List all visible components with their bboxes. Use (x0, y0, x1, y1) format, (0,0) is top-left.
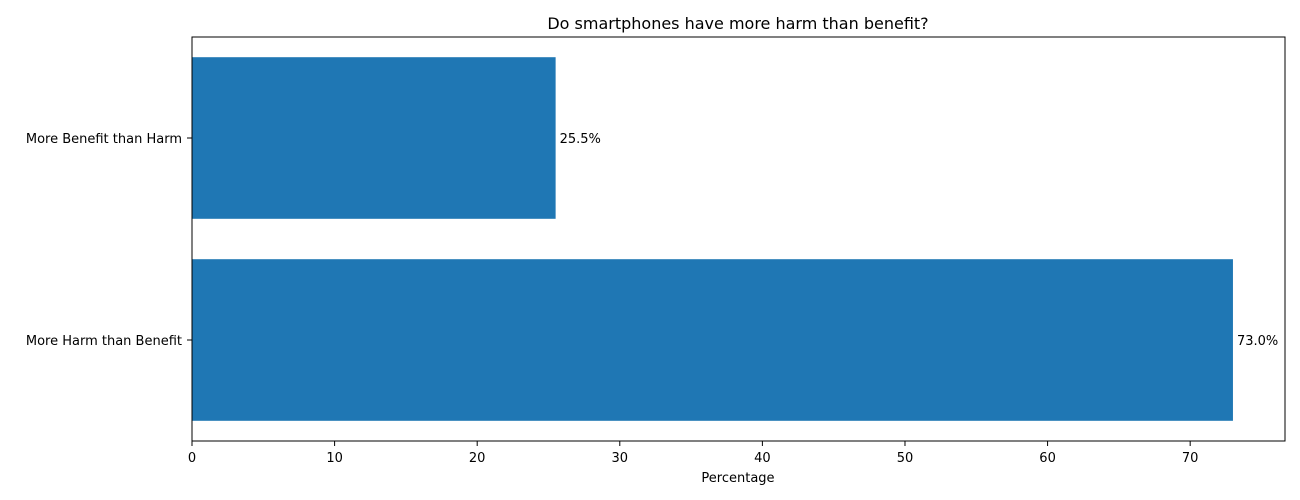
x-tick-label-3: 30 (612, 451, 629, 466)
plot-frame (191, 36, 1286, 442)
x-axis-label: Percentage (701, 471, 774, 486)
x-tick-label-0: 0 (188, 451, 196, 466)
bars-group (192, 57, 1233, 421)
data-label-0: 25.5% (560, 132, 601, 147)
x-tick-label-7: 70 (1182, 451, 1199, 466)
y-tick-label-0: More Benefit than Harm (26, 132, 182, 147)
chart-title: Do smartphones have more harm than benef… (547, 14, 928, 33)
x-axis: 0 10 20 30 40 50 60 70 (188, 441, 1199, 466)
x-tick-label-2: 20 (469, 451, 486, 466)
data-label-1: 73.0% (1237, 334, 1278, 349)
x-tick-label-5: 50 (897, 451, 914, 466)
bar-1 (192, 259, 1233, 421)
x-tick-label-6: 60 (1039, 451, 1056, 466)
y-tick-label-1: More Harm than Benefit (26, 334, 182, 349)
x-tick-label-1: 10 (326, 451, 343, 466)
data-labels-group: 25.5% 73.0% (560, 132, 1279, 349)
bar-0 (192, 57, 556, 219)
x-tick-label-4: 40 (754, 451, 771, 466)
y-axis: More Benefit than Harm More Harm than Ben… (26, 132, 192, 349)
